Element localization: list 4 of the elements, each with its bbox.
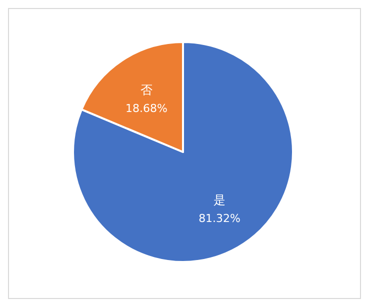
data-label: 18.68% <box>125 102 168 116</box>
data-label: 81.32% <box>198 212 241 225</box>
slice-label: 否 <box>140 83 152 98</box>
slice-label: 是 <box>214 192 226 207</box>
